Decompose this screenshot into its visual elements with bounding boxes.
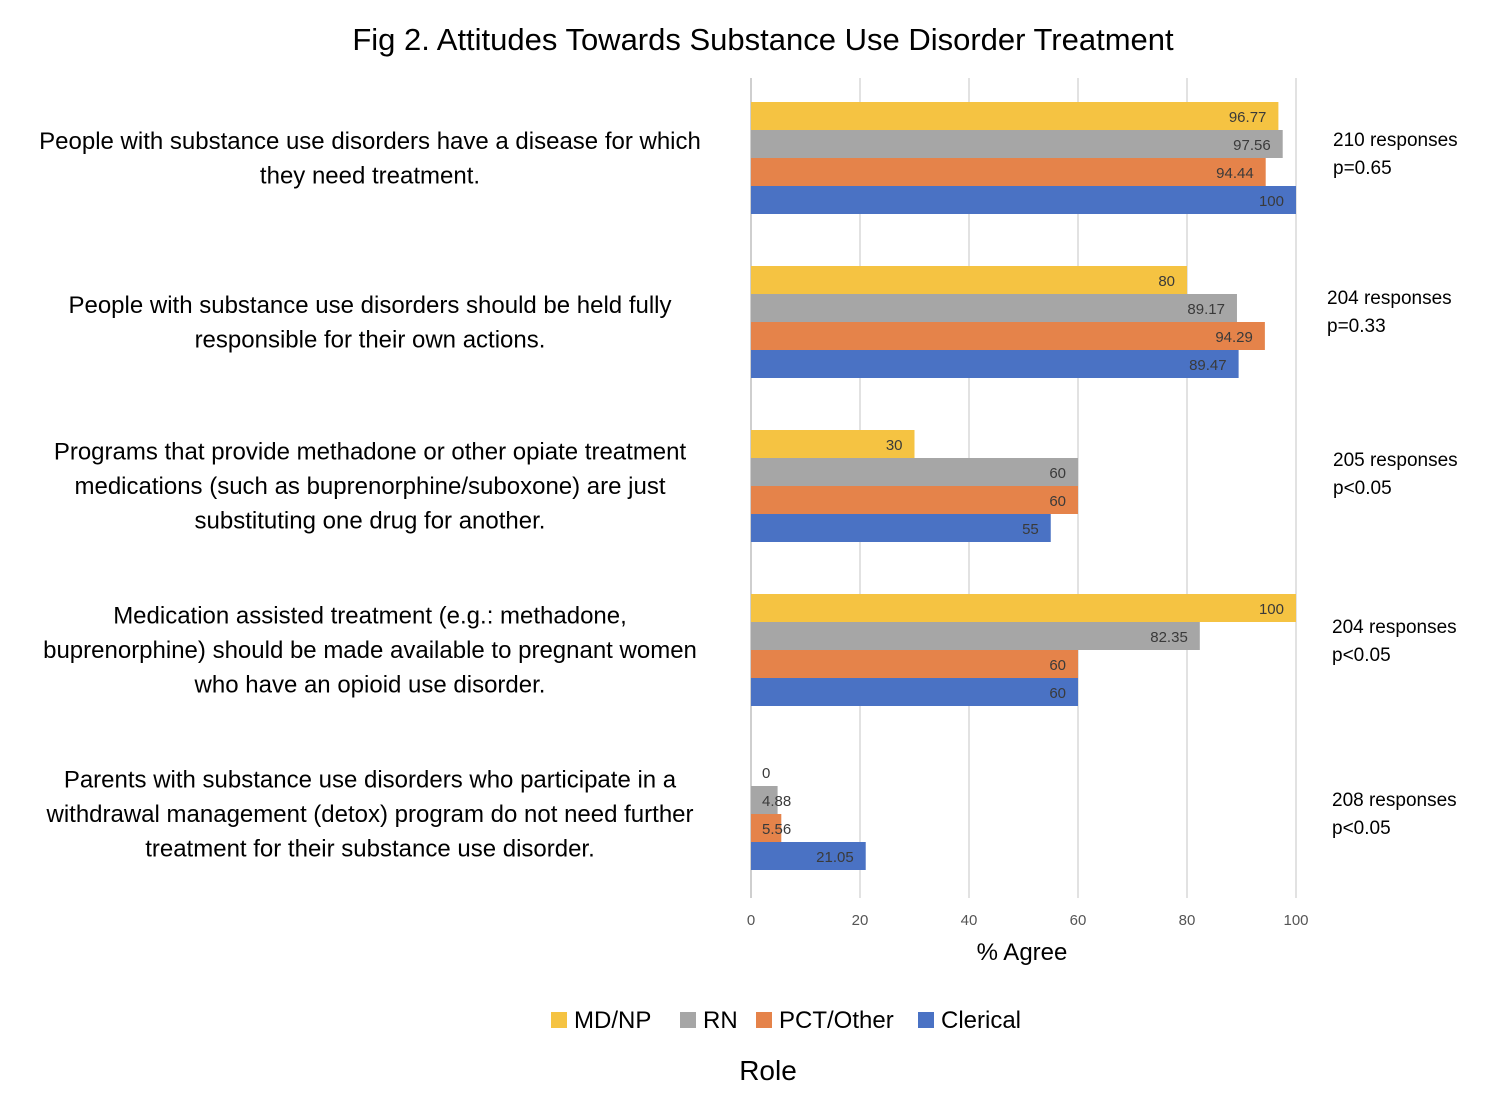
x-axis-title: % Agree (977, 939, 1068, 966)
data-label: 21.05 (816, 849, 854, 866)
legend-label: MD/NP (574, 1007, 651, 1034)
x-tick-label: 80 (1179, 912, 1196, 929)
p-value: p=0.33 (1327, 316, 1386, 337)
data-label: 60 (1049, 493, 1066, 510)
bar-pct-other (751, 486, 1078, 514)
legend-label: PCT/Other (779, 1007, 894, 1034)
data-label: 82.35 (1150, 629, 1188, 646)
bar-clerical (751, 842, 866, 870)
data-label: 4.88 (762, 793, 791, 810)
data-label: 97.56 (1233, 137, 1271, 154)
bar-pct-other (751, 322, 1265, 350)
category-label: Programs that provide methadone or other… (54, 439, 687, 535)
legend-label: Clerical (941, 1007, 1021, 1034)
legend-swatch (756, 1012, 772, 1028)
data-label: 94.44 (1216, 165, 1254, 182)
bar-clerical (751, 186, 1296, 214)
response-count: 205 responses (1333, 450, 1458, 471)
bars: 96.77 97.56 94.44 100 80 89.17 94.29 89.47 30 60 6… (751, 102, 1296, 870)
legend-swatch (551, 1012, 567, 1028)
bar-md-np (751, 430, 915, 458)
data-label: 89.47 (1189, 357, 1227, 374)
data-label: 100 (1259, 601, 1284, 618)
data-label: 60 (1049, 657, 1066, 674)
category-label: People with substance use disorders shou… (68, 292, 671, 354)
data-label: 89.17 (1187, 301, 1225, 318)
data-label: 60 (1049, 685, 1066, 702)
category-label: People with substance use disorders have… (39, 128, 701, 190)
x-tick-label: 100 (1283, 912, 1308, 929)
bar-rn (751, 786, 778, 814)
bar-pct-other (751, 814, 782, 842)
category-labels: People with substance use disorders have… (39, 128, 701, 863)
data-label: 60 (1049, 465, 1066, 482)
category-label: Medication assisted treatment (e.g.: met… (43, 603, 697, 699)
x-tick-label: 0 (747, 912, 755, 929)
bar-rn (751, 622, 1200, 650)
response-count: 210 responses (1333, 130, 1458, 151)
data-label: 0 (762, 765, 770, 782)
p-value: p<0.05 (1332, 818, 1391, 839)
bar-pct-other (751, 650, 1078, 678)
legend: MD/NP RN PCT/Other Clerical (551, 1007, 1021, 1034)
bar-clerical (751, 678, 1078, 706)
response-count: 204 responses (1327, 288, 1452, 309)
legend-swatch (918, 1012, 934, 1028)
p-value: p<0.05 (1333, 478, 1392, 499)
data-label: 55 (1022, 521, 1039, 538)
data-label: 5.56 (762, 821, 791, 838)
bar-rn (751, 130, 1283, 158)
bar-clerical (751, 514, 1051, 542)
bar-md-np (751, 102, 1279, 130)
x-tick-label: 60 (1070, 912, 1087, 929)
data-label: 30 (886, 437, 903, 454)
bar-clerical (751, 350, 1239, 378)
bar-pct-other (751, 158, 1266, 186)
data-label: 94.29 (1215, 329, 1253, 346)
response-count: 204 responses (1332, 617, 1457, 638)
x-tick-label: 40 (961, 912, 978, 929)
response-notes: 210 responses p=0.65 204 responses p=0.33 20… (1327, 130, 1458, 839)
legend-swatch (680, 1012, 696, 1028)
response-count: 208 responses (1332, 790, 1457, 811)
x-tick-label: 20 (852, 912, 869, 929)
x-axis-ticks: 0 20 40 60 80 100 (747, 912, 1309, 929)
category-label: Parents with substance use disorders who… (45, 767, 693, 863)
data-label: 80 (1158, 273, 1175, 290)
legend-label: RN (703, 1007, 738, 1034)
p-value: p<0.05 (1332, 645, 1391, 666)
legend-title: Role (739, 1055, 797, 1086)
bar-md-np (751, 594, 1296, 622)
bar-rn (751, 458, 1078, 486)
data-label: 96.77 (1229, 109, 1267, 126)
data-label: 100 (1259, 193, 1284, 210)
bar-rn (751, 294, 1237, 322)
chart-title: Fig 2. Attitudes Towards Substance Use D… (352, 22, 1174, 57)
p-value: p=0.65 (1333, 158, 1392, 179)
bar-md-np (751, 266, 1187, 294)
